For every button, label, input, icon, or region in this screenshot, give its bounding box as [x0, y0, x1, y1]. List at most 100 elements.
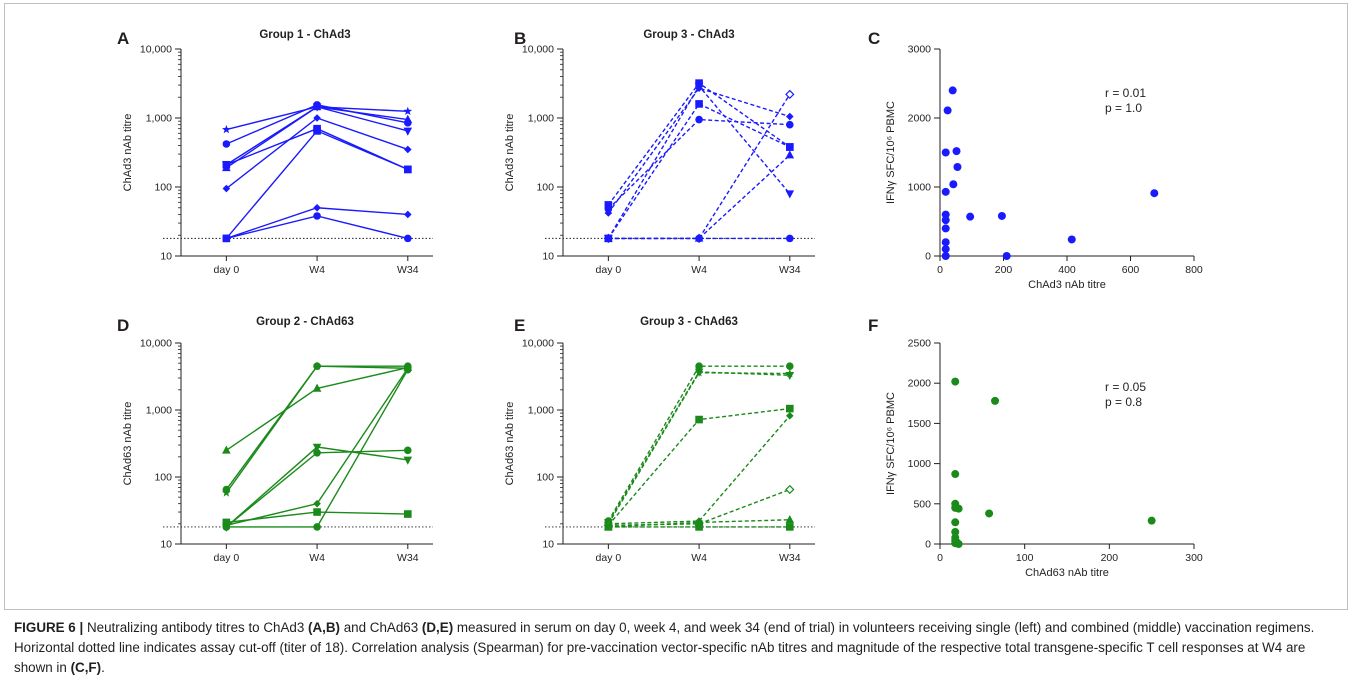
caption-panel-ref-de: (D,E) — [421, 620, 454, 635]
panel-label-d: D — [117, 316, 129, 335]
data-point — [941, 245, 950, 254]
x-tick-label: W4 — [309, 552, 325, 564]
data-point — [312, 361, 322, 370]
data-point — [313, 508, 321, 516]
caption-text-1: Neutralizing antibody titres to ChAd3 — [83, 620, 309, 635]
data-point — [404, 210, 412, 219]
series-line — [608, 93, 791, 240]
data-point — [951, 470, 960, 479]
data-point — [695, 415, 703, 424]
data-point — [952, 538, 961, 547]
data-point — [785, 514, 795, 524]
data-point — [941, 252, 950, 260]
data-point — [786, 112, 794, 121]
data-point — [997, 211, 1006, 220]
data-point — [222, 523, 231, 531]
panel-label-a: A — [117, 29, 129, 48]
x-tick-label: 200 — [995, 264, 1013, 276]
stat-p: p = 1.0 — [1105, 101, 1142, 115]
data-point — [313, 448, 321, 457]
x-tick-label: day 0 — [596, 552, 622, 564]
x-tick-label: 0 — [937, 264, 943, 276]
data-point — [695, 523, 703, 531]
y-tick-label: 10 — [542, 251, 554, 263]
data-point — [403, 114, 413, 123]
caption-text-2: and ChAd63 — [340, 620, 422, 635]
x-tick-label: day 0 — [214, 552, 240, 564]
panel-c: C 0 1000 2000 3000 0 200 400 600 800 ChAd3 nAb tit… — [868, 29, 1203, 291]
data-point — [221, 488, 231, 497]
data-point — [941, 187, 950, 196]
y-tick-label: 2000 — [908, 378, 932, 390]
data-point — [222, 184, 231, 193]
y-tick-label: 10,000 — [522, 44, 554, 56]
data-point — [403, 106, 413, 116]
x-tick-label: W4 — [691, 552, 707, 564]
y-tick-label: 10,000 — [522, 338, 554, 350]
x-tick-label: 800 — [1185, 264, 1203, 276]
series-line — [607, 407, 790, 526]
data-point — [941, 210, 950, 219]
data-point — [949, 180, 958, 189]
data-point — [694, 368, 704, 377]
data-point — [941, 216, 950, 225]
y-axis-label: ChAd3 nAb titre — [504, 114, 516, 192]
data-point — [222, 445, 231, 454]
y-tick-label: 100 — [154, 472, 172, 484]
data-point — [948, 86, 957, 95]
data-point — [1002, 252, 1011, 260]
data-point — [985, 509, 994, 518]
data-point — [953, 162, 962, 171]
y-axis-label: ChAd3 nAb titre — [122, 114, 134, 192]
series-line — [607, 118, 790, 210]
stat-p: p = 0.8 — [1105, 395, 1142, 409]
data-point — [313, 523, 321, 531]
data-point — [312, 102, 322, 111]
data-point — [695, 362, 703, 371]
x-tick-label: W34 — [397, 264, 419, 276]
series-line — [607, 103, 791, 239]
data-point — [695, 234, 703, 243]
y-tick-label: 3000 — [908, 44, 932, 56]
y-tick-label: 100 — [536, 182, 554, 194]
caption-panel-ref-cf: (C,F) — [70, 660, 102, 675]
data-point — [951, 377, 960, 386]
figure-frame — [4, 3, 1348, 610]
y-tick-label: 10,000 — [140, 338, 172, 350]
data-point — [786, 120, 794, 129]
y-tick-label: 1,000 — [528, 405, 554, 417]
x-axis-label: ChAd3 nAb titre — [1028, 279, 1106, 291]
panel-b: B Group 3 - ChAd3 10 100 1,000 10,000 day 0 W4 W… — [504, 29, 815, 276]
data-point — [313, 114, 321, 122]
data-point — [604, 234, 613, 243]
figure-label: FIGURE 6 | — [14, 620, 84, 635]
y-axis-label: ChAd63 nAb titre — [504, 402, 516, 486]
panel-label-f: F — [868, 316, 878, 335]
data-point — [1150, 189, 1159, 198]
data-point — [404, 446, 412, 455]
panel-f: F 0 500 1000 1500 2000 2500 0 100 200 300 ChAd63 nA… — [868, 316, 1203, 579]
y-tick-label: 0 — [925, 251, 931, 263]
data-point — [1067, 235, 1076, 244]
y-tick-label: 0 — [925, 539, 931, 551]
caption-panel-ref-ab: (A,B) — [308, 620, 341, 635]
y-tick-label: 10,000 — [140, 44, 172, 56]
panel-label-e: E — [514, 316, 525, 335]
caption-text-4: . — [101, 660, 105, 675]
data-point — [941, 148, 950, 157]
data-point — [943, 106, 952, 115]
y-tick-label: 2000 — [908, 113, 932, 125]
x-tick-label: 300 — [1185, 552, 1203, 564]
data-point — [786, 411, 794, 420]
x-tick-label: day 0 — [596, 264, 622, 276]
data-point — [941, 238, 950, 247]
data-point — [403, 127, 413, 136]
figure-caption: FIGURE 6 | Neutralizing antibody titres … — [14, 618, 1344, 678]
panel-title: Group 1 - ChAd3 — [259, 29, 350, 41]
y-tick-label: 10 — [160, 539, 172, 551]
y-tick-label: 100 — [154, 182, 172, 194]
y-tick-label: 10 — [160, 251, 172, 263]
y-tick-label: 100 — [536, 472, 554, 484]
panel-label-c: C — [868, 29, 880, 48]
